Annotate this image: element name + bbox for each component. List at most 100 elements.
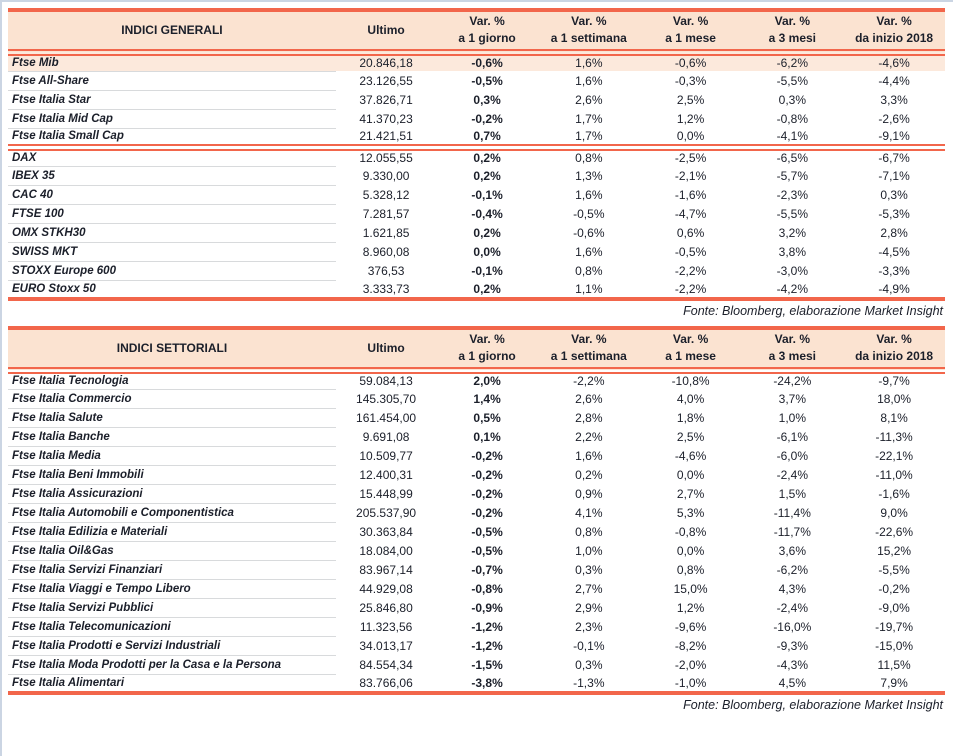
ultimo-value: 83.967,14 [359,562,413,577]
var-percent-value: -6,2% [776,562,808,577]
var-percent-value: -2,4% [776,467,808,482]
var-percent-value: -22,1% [875,448,914,463]
table-row: SWISS MKT 8.960,08 0,0% 1,6% -0,5% 3,8% -4,5% [8,242,945,262]
var-percent-value: -10,8% [671,374,710,389]
var-percent-value: 0,3% [880,187,908,202]
var-percent-value: 1,0% [575,543,603,558]
ultimo-value: 11.323,56 [359,619,413,634]
var-percent-value: -5,7% [776,168,808,183]
index-name: Ftse Italia Mid Cap [8,109,336,129]
var-percent-value: 1,6% [575,73,603,88]
var-percent-value: -4,5% [878,244,910,259]
var-percent-value: 1,7% [575,111,603,126]
var-percent-value: -2,4% [776,600,808,615]
var-percent-value: 0,6% [676,225,705,240]
index-name: Ftse Italia Small Cap [8,128,336,148]
var-percent-value: 1,5% [778,486,806,501]
index-name: Ftse Italia Servizi Finanziari [8,560,336,580]
index-name: Ftse Italia Assicurazioni [8,484,336,504]
var-percent-value: 0,2% [436,143,538,166]
column-header-line2: da inizio 2018 [855,349,934,364]
table-row: Ftse Italia Viaggi e Tempo Libero 44.929,… [8,579,945,599]
var-percent-value: 3,7% [778,391,806,406]
ultimo-value: 34.013,17 [359,638,413,653]
var-percent-value: -0,9% [471,600,503,615]
var-percent-value: -0,7% [471,562,503,577]
var-percent-value: 2,3% [575,619,603,634]
var-percent-value: 2,7% [575,581,603,596]
var-percent-value: 4,1% [575,505,603,520]
var-percent-value: -2,5% [639,143,742,166]
column-header-line1: Var. % [571,332,607,347]
var-percent-value: -6,5% [741,143,844,166]
index-name: Ftse Italia Alimentari [8,674,336,695]
var-percent-value: 0,0% [676,128,705,143]
column-header-line2: da inizio 2018 [855,31,934,46]
ultimo-value: 59.084,13 [359,374,413,389]
var-percent-value: 1,6% [575,187,603,202]
table-row: EURO Stoxx 50 3.333,73 0,2% 1,1% -2,2% -4,2% -… [8,280,945,301]
var-percent-value: -9,6% [674,619,707,634]
ultimo-value: 205.537,90 [356,505,417,520]
index-name: Ftse Italia Prodotti e Servizi Industria… [8,636,336,656]
index-name: STOXX Europe 600 [8,261,336,281]
var-percent-value: 0,2% [473,168,501,183]
source-note: Fonte: Bloomberg, elaborazione Market In… [683,304,943,318]
var-percent-value: -9,0% [878,600,910,615]
column-header-line1: Var. % [876,332,912,347]
column-header: Var. % a 1 giorno [436,8,538,56]
var-percent-value: -0,4% [471,206,503,221]
var-percent-value: -0,1% [471,187,503,202]
var-percent-value: -16,0% [773,619,812,634]
var-percent-value: -3,3% [878,263,910,278]
var-percent-value: -9,1% [878,128,910,143]
var-percent-value: -0,5% [471,543,503,558]
index-name: Ftse Italia Viaggi e Tempo Libero [8,579,336,599]
column-header-line2: a 1 mese [665,349,716,364]
ultimo-value: 23.126,55 [359,73,413,88]
var-percent-value: -0,2% [878,581,910,596]
table-title: INDICI SETTORIALI [8,326,336,374]
index-name: IBEX 35 [8,166,336,186]
var-percent-value: -0,8% [674,524,707,539]
var-percent-value: 1,8% [676,410,705,425]
table-row: Ftse Italia Mid Cap 41.370,23 -0,2% 1,7% 1,2… [8,109,945,129]
var-percent-value: 3,2% [778,225,806,240]
var-percent-value: 15,0% [673,581,708,596]
table-row: Ftse Italia Banche 9.691,08 0,1% 2,2% 2,5% -6… [8,427,945,447]
index-name: DAX [8,143,336,167]
index-name: Ftse Italia Telecomunicazioni [8,617,336,637]
var-percent-value: 1,1% [537,280,640,301]
table-row: DAX 12.055,55 0,2% 0,8% -2,5% -6,5% -6,7% [8,143,945,167]
header-row: INDICI GENERALI Ultimo Var. % a 1 giorno Var… [8,8,945,56]
column-header-line2: a 1 giorno [458,31,516,46]
var-percent-value: 2,6% [575,391,603,406]
var-percent-value: -4,4% [878,73,910,88]
var-percent-value: -2,1% [674,168,707,183]
index-name: Ftse Italia Banche [8,427,336,447]
column-header: Var. % a 1 settimana [537,8,640,56]
var-percent-value: -1,6% [674,187,707,202]
table-row: Ftse Mib 20.846,18 -0,6% 1,6% -0,6% -6,2% -4,6… [8,52,945,72]
var-percent-value: -1,0% [639,674,742,695]
source-note: Fonte: Bloomberg, elaborazione Market In… [683,698,943,712]
var-percent-value: -1,2% [471,619,503,634]
index-name: FTSE 100 [8,204,336,224]
column-header-line1: Ultimo [367,340,405,355]
var-percent-value: -15,0% [875,638,914,653]
var-percent-value: -5,5% [776,73,808,88]
ultimo-value: 30.363,84 [359,524,413,539]
var-percent-value: 1,7% [575,128,603,143]
var-percent-value: 2,8% [575,410,603,425]
table-row: FTSE 100 7.281,57 -0,4% -0,5% -4,7% -5,5% -5,3… [8,204,945,224]
var-percent-value: -4,7% [674,206,707,221]
var-percent-value: -4,6% [674,448,707,463]
ultimo-value: 7.281,57 [362,206,410,221]
table-row: Ftse Italia Automobili e Componentistica… [8,503,945,523]
var-percent-value: -6,0% [776,448,808,463]
var-percent-value: 1,6% [537,52,640,71]
column-header-line1: Var. % [774,332,811,347]
column-header: Var. % da inizio 2018 [843,326,945,374]
ultimo-value: 1.621,85 [362,225,410,240]
var-percent-value: 0,0% [473,244,501,259]
